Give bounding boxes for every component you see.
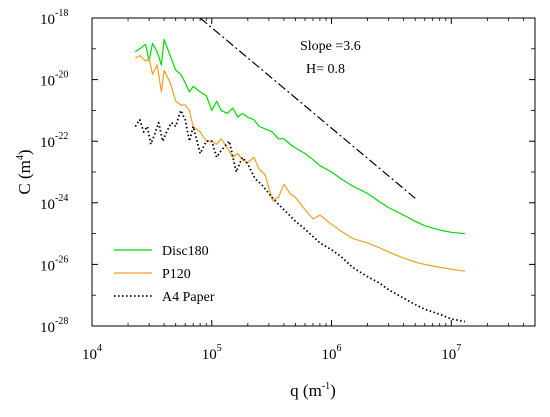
slope-reference-line xyxy=(199,17,416,199)
plot-background xyxy=(92,18,535,326)
y-tick-label: 10-28 xyxy=(40,316,68,336)
plot-frame xyxy=(91,17,536,327)
legend-label-disc180: Disc180 xyxy=(162,244,209,259)
y-tick-label: 10-20 xyxy=(40,70,68,90)
y-tick-label: 10-18 xyxy=(40,8,68,28)
x-axis-title: q (m-1) xyxy=(290,381,336,400)
slope-annotation: Slope =3.6 xyxy=(300,39,361,54)
hurst-annotation: H= 0.8 xyxy=(306,62,345,77)
legend-label-a4-paper: A4 Paper xyxy=(162,290,215,305)
x-tick-label: 104 xyxy=(82,343,102,363)
y-tick-label: 10-22 xyxy=(40,131,68,151)
y-tick-label: 10-24 xyxy=(40,193,68,213)
legend-label-p120: P120 xyxy=(162,267,191,282)
series-line-disc180 xyxy=(134,38,465,235)
series-layer xyxy=(134,17,466,323)
x-tick-label: 105 xyxy=(202,343,222,363)
x-tick-label: 107 xyxy=(441,343,461,363)
legend: Disc180 P120 A4 Paper xyxy=(114,244,215,305)
y-axis-title: C (m4) xyxy=(15,149,34,194)
tick-labels-layer: 104 105 106 107 10-18 10-20 10-22 10-24 10-26 10-… xyxy=(40,8,461,363)
y-tick-label: 10-26 xyxy=(40,254,68,274)
x-tick-label: 106 xyxy=(322,343,342,363)
